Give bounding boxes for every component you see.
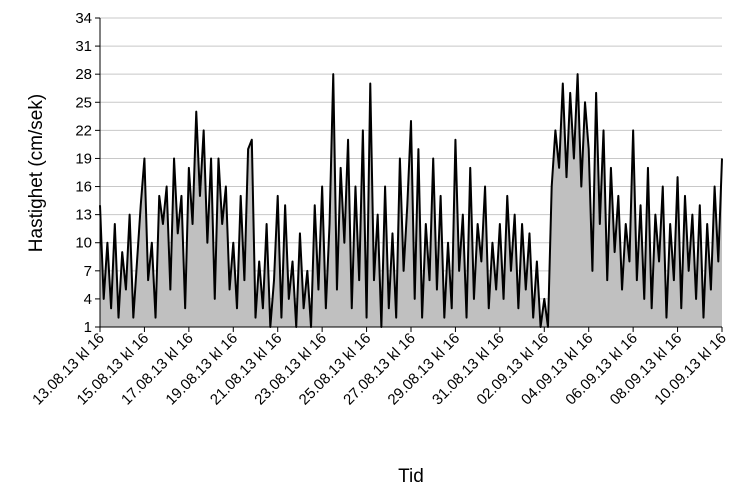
y-tick-label: 28 xyxy=(75,66,92,83)
y-tick-label: 19 xyxy=(75,150,92,167)
y-tick-label: 31 xyxy=(75,38,92,55)
y-tick-label: 22 xyxy=(75,122,92,139)
x-axis-title: Tid xyxy=(398,466,424,487)
line xyxy=(99,73,723,328)
y-tick-label: 34 xyxy=(75,10,92,27)
y-tick-label: 25 xyxy=(75,94,92,111)
y-tick-label: 7 xyxy=(84,263,92,280)
y-tick-label: 4 xyxy=(84,291,92,308)
y-tick-label: 10 xyxy=(75,235,92,252)
y-tick-label: 16 xyxy=(75,179,92,196)
y-tick-label: 13 xyxy=(75,207,92,224)
y-tick-label: 1 xyxy=(84,319,92,336)
y-axis-title: Hastighet (cm/sek) xyxy=(26,94,47,252)
area xyxy=(100,74,722,328)
